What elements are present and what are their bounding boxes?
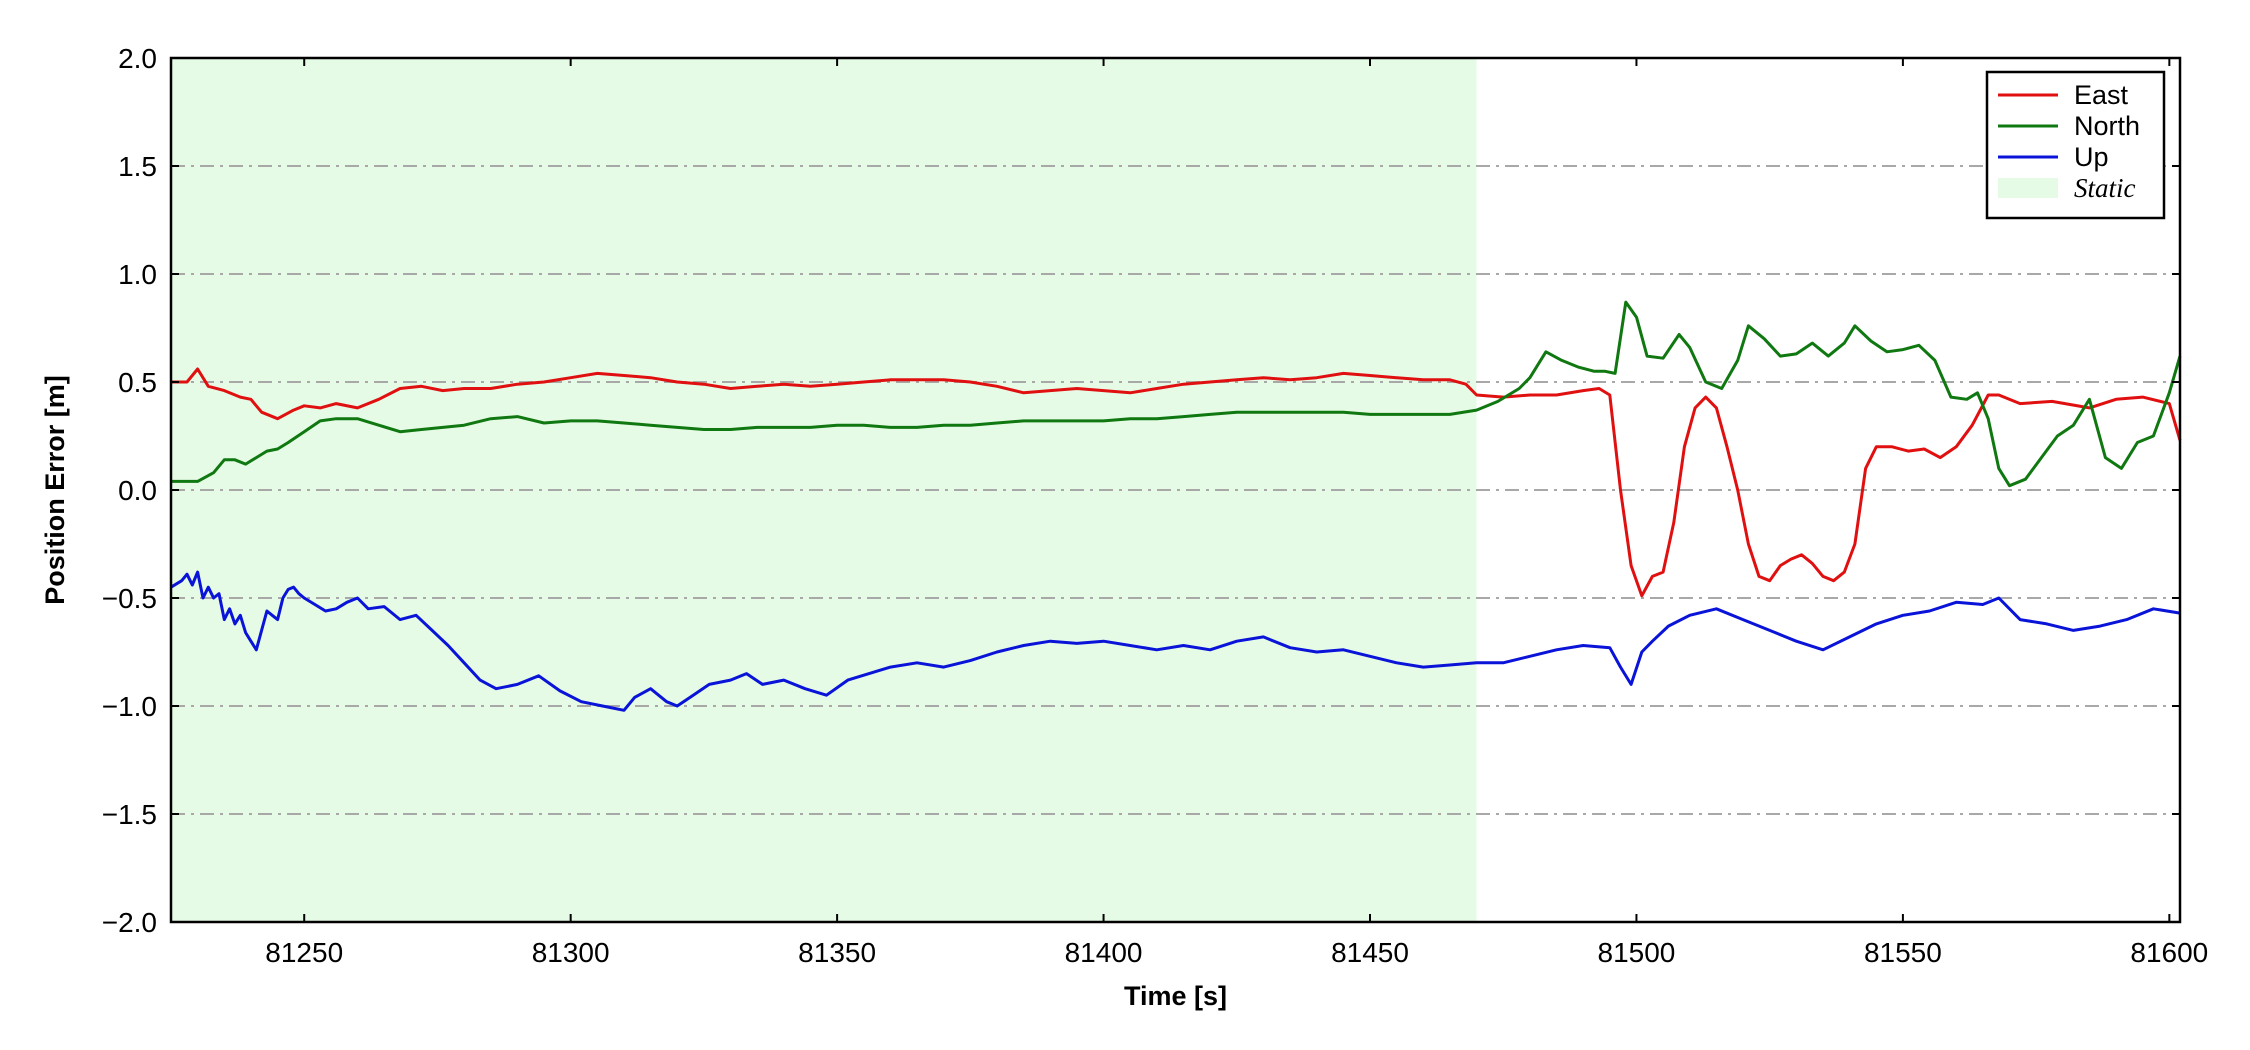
x-tick-label: 81300 [532, 937, 610, 968]
static-region [171, 58, 1477, 922]
grid-lines [171, 165, 2180, 815]
x-axis-label: Time [s] [1124, 981, 1227, 1011]
y-tick-label: 1.5 [118, 151, 157, 182]
x-tick-label: 81350 [798, 937, 876, 968]
y-tick-label: 0.0 [118, 475, 157, 506]
series-line-up [170, 570, 2181, 712]
x-tick-label: 81550 [1864, 937, 1942, 968]
legend-label-static: Static [2074, 173, 2136, 203]
series-line-north [171, 300, 2182, 488]
x-tick-label: 81600 [2130, 937, 2208, 968]
x-tick-label: 81450 [1331, 937, 1409, 968]
series-lines [170, 300, 2182, 712]
x-tick-label: 81400 [1065, 937, 1143, 968]
x-tick-label: 81500 [1598, 937, 1676, 968]
x-tick-label: 81250 [265, 937, 343, 968]
legend-label-up: Up [2074, 142, 2109, 172]
y-tick-label: −1.5 [102, 799, 157, 830]
y-tick-label: −0.5 [102, 583, 157, 614]
y-tick-label: 2.0 [118, 43, 157, 74]
axis-ticks: 81250 81300 81350 81400 81450 81500 81550 81600… [102, 43, 2209, 968]
y-tick-label: 0.5 [118, 367, 157, 398]
legend-swatch-static [1998, 178, 2058, 198]
legend-label-north: North [2074, 111, 2140, 141]
y-tick-label: 1.0 [118, 259, 157, 290]
series-line-east [171, 367, 2182, 598]
y-axis-label: Position Error [m] [40, 375, 70, 605]
y-tick-label: −2.0 [102, 907, 157, 938]
y-tick-label: −1.0 [102, 691, 157, 722]
legend-label-east: East [2074, 80, 2129, 110]
